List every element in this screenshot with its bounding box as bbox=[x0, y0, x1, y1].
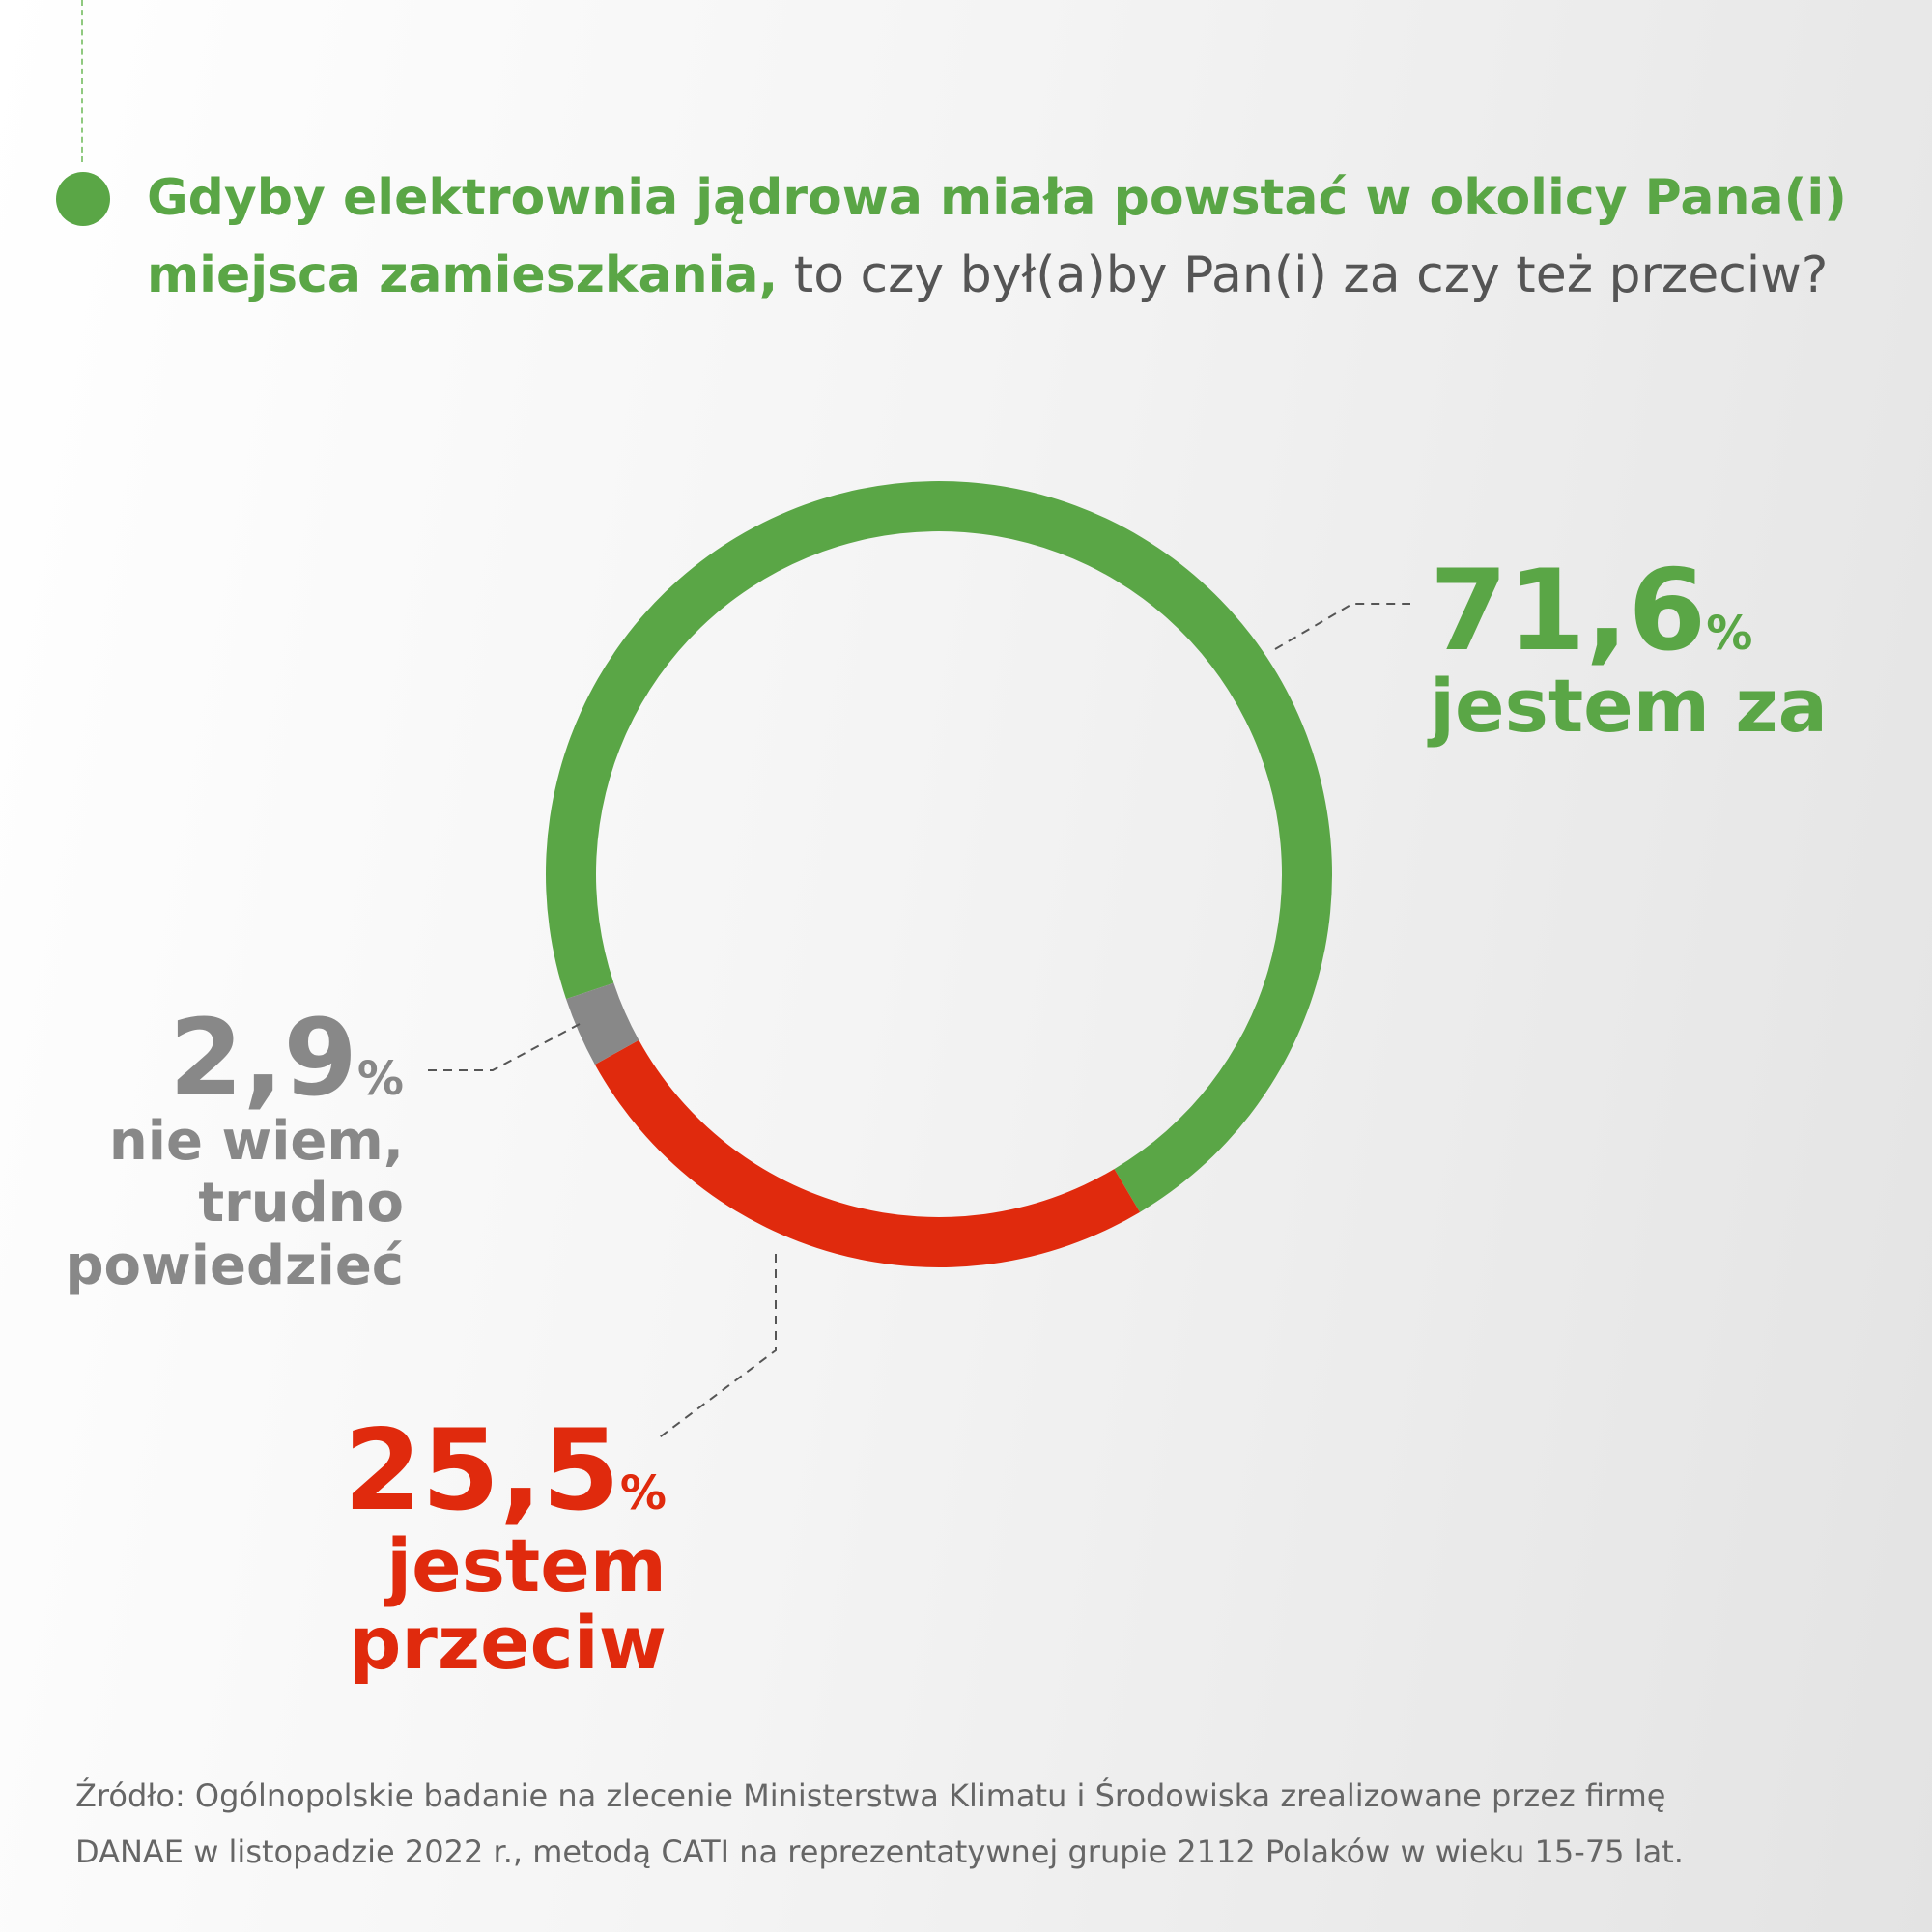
leader-line-przeciw bbox=[656, 1254, 777, 1440]
decorative-dotted-line bbox=[81, 0, 83, 162]
title-highlight-line1: Gdyby elektrownia jądrowa miała powstać … bbox=[147, 169, 1847, 227]
desc-nie-wiem-1: nie wiem, bbox=[108, 1110, 404, 1173]
value-przeciw: 25,5 bbox=[343, 1406, 620, 1536]
label-przeciw: 25,5% jestem przeciw bbox=[344, 1415, 667, 1682]
pct-nie-wiem: % bbox=[356, 1052, 404, 1106]
pct-za: % bbox=[1706, 607, 1753, 661]
value-nie-wiem: 2,9 bbox=[169, 996, 357, 1120]
title-question: to czy był(a)by Pan(i) za czy też przeci… bbox=[778, 246, 1829, 304]
source-line1: Źródło: Ogólnopolskie badanie na zleceni… bbox=[75, 1777, 1666, 1814]
leader-line-za bbox=[1274, 603, 1410, 650]
desc-nie-wiem-3: powiedzieć bbox=[65, 1234, 404, 1297]
value-za: 71,6 bbox=[1430, 546, 1707, 676]
source-note: Źródło: Ogólnopolskie badanie na zleceni… bbox=[75, 1768, 1911, 1880]
leader-line-nie-wiem bbox=[423, 1023, 581, 1071]
desc-przeciw-2: przeciw bbox=[349, 1599, 667, 1686]
desc-za: jestem za bbox=[1430, 663, 1828, 749]
chart-title: Gdyby elektrownia jądrowa miała powstać … bbox=[147, 159, 1905, 314]
title-bullet-dot bbox=[56, 172, 110, 226]
label-za: 71,6% jestem za bbox=[1430, 555, 1828, 745]
title-highlight-line2: miejsca zamieszkania, bbox=[147, 246, 779, 304]
label-nie-wiem: 2,9% nie wiem, trudno powiedzieć bbox=[65, 1005, 404, 1297]
source-line2: DANAE w listopadzie 2022 r., metodą CATI… bbox=[75, 1833, 1684, 1870]
desc-przeciw-1: jestem bbox=[386, 1522, 667, 1608]
desc-nie-wiem-2: trudno bbox=[198, 1172, 404, 1236]
donut-segment-2 bbox=[566, 982, 639, 1065]
donut-segment-1 bbox=[594, 1039, 1141, 1267]
pct-przeciw: % bbox=[619, 1466, 667, 1520]
